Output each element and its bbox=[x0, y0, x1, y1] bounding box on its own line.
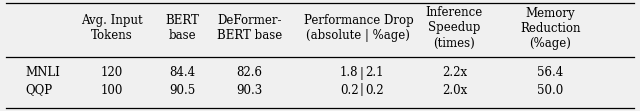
Text: 2.0x: 2.0x bbox=[442, 83, 467, 96]
Text: 2.2x: 2.2x bbox=[442, 66, 467, 79]
Text: |: | bbox=[360, 83, 364, 96]
Text: MNLI: MNLI bbox=[26, 66, 60, 79]
Text: 0.2: 0.2 bbox=[365, 83, 383, 96]
Text: QQP: QQP bbox=[26, 83, 52, 96]
Text: 2.1: 2.1 bbox=[365, 66, 383, 79]
Text: Avg. Input
Tokens: Avg. Input Tokens bbox=[81, 14, 143, 42]
Text: 82.6: 82.6 bbox=[237, 66, 262, 79]
Text: Inference
Speedup
(times): Inference Speedup (times) bbox=[426, 7, 483, 50]
Text: Performance Drop
(absolute | %age): Performance Drop (absolute | %age) bbox=[303, 14, 413, 42]
Text: 0.2: 0.2 bbox=[340, 83, 358, 96]
Text: BERT
base: BERT base bbox=[166, 14, 199, 42]
Text: 100: 100 bbox=[101, 83, 123, 96]
Text: 90.5: 90.5 bbox=[169, 83, 196, 96]
Text: 1.8: 1.8 bbox=[340, 66, 358, 79]
Text: 120: 120 bbox=[101, 66, 123, 79]
Text: DeFormer-
BERT base: DeFormer- BERT base bbox=[217, 14, 282, 42]
Text: Memory
Reduction
(%age): Memory Reduction (%age) bbox=[520, 7, 580, 50]
Text: |: | bbox=[360, 66, 364, 79]
Text: 84.4: 84.4 bbox=[170, 66, 195, 79]
Text: 56.4: 56.4 bbox=[537, 66, 564, 79]
Text: 50.0: 50.0 bbox=[537, 83, 564, 96]
Text: 90.3: 90.3 bbox=[236, 83, 263, 96]
